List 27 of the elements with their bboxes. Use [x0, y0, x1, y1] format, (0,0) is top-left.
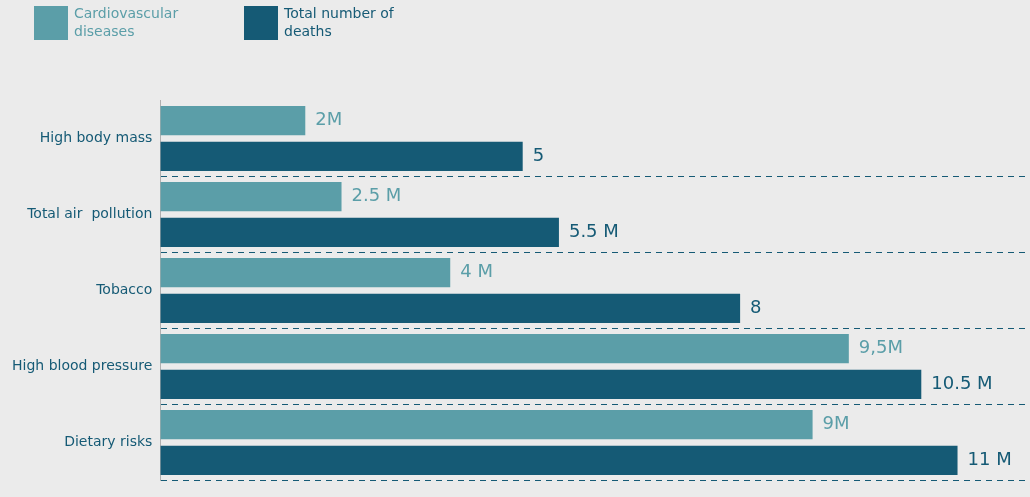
data-label: 9M: [822, 412, 850, 434]
bar: [160, 217, 559, 247]
bar: [160, 141, 523, 171]
bar: [160, 181, 342, 212]
data-label: 2M: [315, 108, 343, 130]
data-label: 9,5M: [858, 336, 903, 358]
bar: [160, 445, 958, 476]
data-label: 5: [532, 143, 545, 165]
bar: [160, 105, 306, 136]
y-tick-label: High blood pressure: [12, 357, 153, 374]
y-tick-label: Dietary risks: [64, 433, 153, 450]
data-label: 10.5 M: [931, 372, 993, 394]
data-label: 5.5 M: [568, 220, 619, 241]
text: Cardiovascular diseases: [74, 4, 180, 40]
bar: [160, 257, 451, 288]
data-label: 2.5 M: [351, 184, 402, 206]
y-tick-label: High body mass: [39, 129, 153, 146]
y-tick-label: Tobacco: [95, 281, 153, 298]
bar: [160, 369, 922, 400]
y-tick-label: Total air pollution: [26, 205, 153, 222]
bar: [160, 293, 741, 324]
bar: [160, 334, 849, 364]
data-label: 11 M: [967, 448, 1012, 470]
data-label: 8: [750, 296, 762, 318]
bar: [160, 410, 813, 440]
text: Total number of deaths: [284, 4, 395, 40]
data-label: 4 M: [460, 260, 493, 282]
